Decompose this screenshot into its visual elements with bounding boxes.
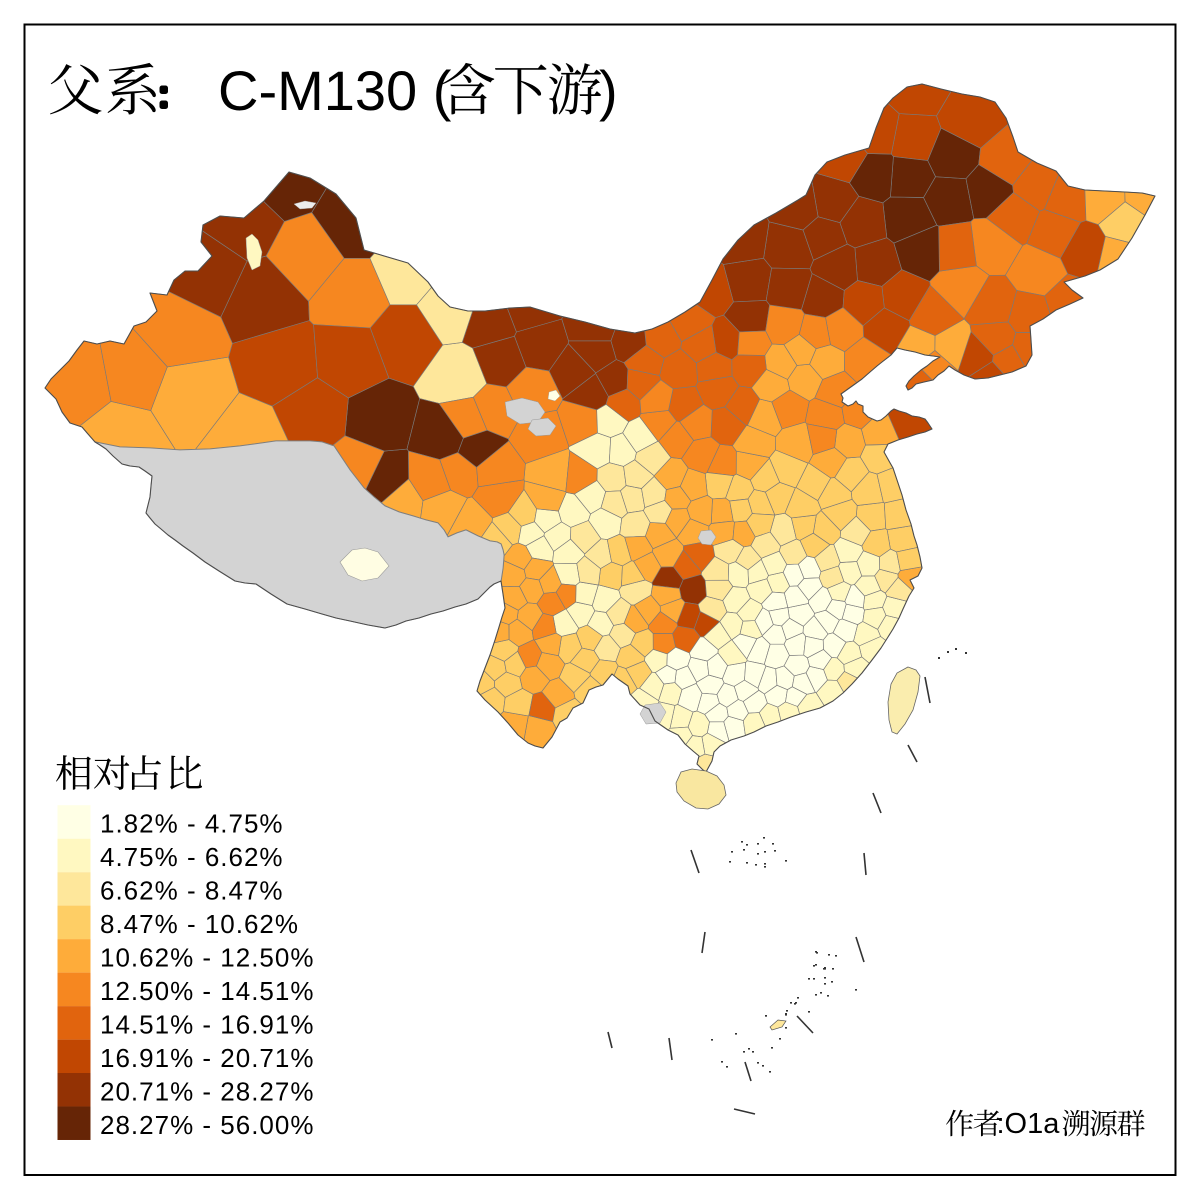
- svg-text:14.51% - 16.91%: 14.51% - 16.91%: [100, 1010, 314, 1040]
- svg-text::O1a: :O1a: [997, 1108, 1061, 1140]
- svg-text:28.27% - 56.00%: 28.27% - 56.00%: [100, 1110, 314, 1140]
- svg-text:6.62% - 8.47%: 6.62% - 8.47%: [100, 876, 284, 906]
- svg-text:20.71% - 28.27%: 20.71% - 28.27%: [100, 1077, 314, 1107]
- svg-text:4.75% - 6.62%: 4.75% - 6.62%: [100, 842, 284, 872]
- svg-text:C-M130 (: C-M130 (: [218, 59, 452, 122]
- svg-text:12.50% - 14.51%: 12.50% - 14.51%: [100, 976, 314, 1006]
- svg-text:8.47% - 10.62%: 8.47% - 10.62%: [100, 909, 299, 939]
- svg-text:16.91% - 20.71%: 16.91% - 20.71%: [100, 1043, 314, 1073]
- svg-text:1.82% - 4.75%: 1.82% - 4.75%: [100, 809, 284, 839]
- svg-text:10.62% - 12.50%: 10.62% - 12.50%: [100, 943, 314, 973]
- svg-text:): ): [599, 59, 618, 122]
